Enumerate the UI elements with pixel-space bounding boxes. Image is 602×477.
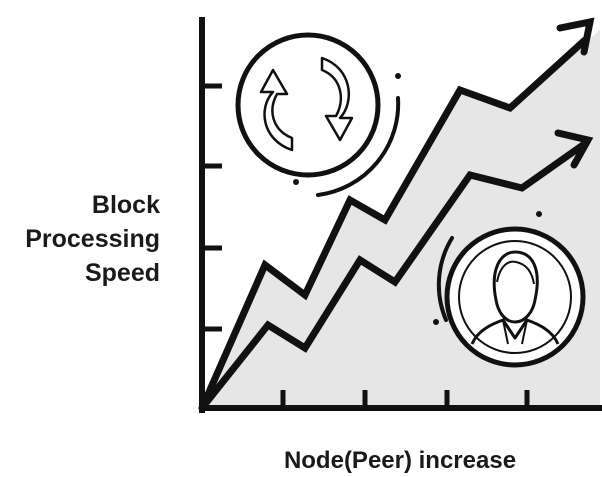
lower-trend-line	[198, 141, 587, 412]
x-axis-label: Node(Peer) increase	[283, 447, 517, 474]
x-axis-ticks	[280, 390, 530, 408]
upper-arrow-head	[556, 17, 595, 56]
user-person-icon	[433, 211, 586, 368]
y-axis-ticks	[202, 83, 222, 332]
y-axis-label-line-2: Processing	[25, 225, 160, 253]
y-axis-label-line-3: Speed	[84, 259, 160, 287]
sync-arrows-icon	[235, 32, 401, 197]
upper-trend-line	[198, 36, 589, 412]
y-axis-label: Block Processing Speed	[20, 188, 160, 290]
y-axis-label-line-1: Block	[91, 191, 160, 219]
lower-arrow-head	[554, 129, 594, 169]
